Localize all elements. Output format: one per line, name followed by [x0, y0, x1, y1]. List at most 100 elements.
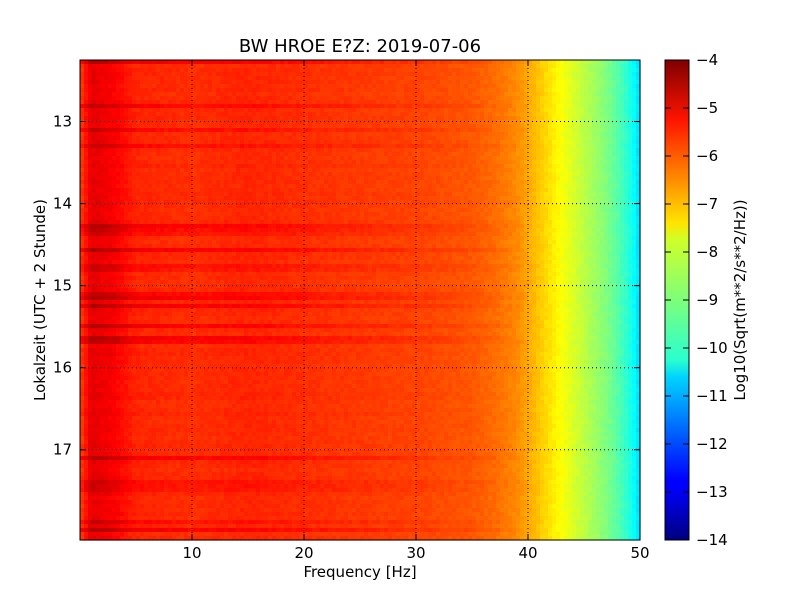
heatmap-cell [532, 156, 537, 161]
heatmap-cell [620, 96, 625, 101]
heatmap-cell [360, 140, 365, 145]
heatmap-cell [476, 156, 481, 161]
heatmap-cell [184, 92, 189, 97]
heatmap-cell [520, 80, 525, 85]
heatmap-cell [544, 68, 549, 73]
heatmap-cell [216, 128, 221, 133]
heatmap-cell [80, 132, 85, 137]
heatmap-cell [304, 64, 309, 69]
heatmap-cell [636, 80, 641, 85]
heatmap-row [80, 80, 641, 85]
heatmap-cell [188, 140, 193, 145]
heatmap-cell [148, 120, 153, 125]
heatmap-cell [348, 136, 353, 141]
heatmap-cell [480, 172, 485, 177]
heatmap-cell [532, 72, 537, 77]
heatmap-cell [384, 148, 389, 153]
heatmap-cell [348, 132, 353, 137]
heatmap-cell [212, 108, 217, 113]
heatmap-cell [548, 160, 553, 165]
heatmap-cell [592, 60, 597, 65]
heatmap-cell [328, 100, 333, 105]
heatmap-cell [316, 136, 321, 141]
heatmap-cell [256, 184, 261, 189]
heatmap-cell [596, 116, 601, 121]
heatmap-cell [364, 172, 369, 177]
heatmap-cell [476, 160, 481, 165]
heatmap-cell [496, 132, 501, 137]
heatmap-cell [276, 172, 281, 177]
heatmap-cell [180, 188, 185, 193]
heatmap-cell [144, 112, 149, 117]
heatmap-cell [448, 120, 453, 125]
heatmap-cell [292, 92, 297, 97]
heatmap-cell [496, 144, 501, 149]
heatmap-cell [580, 168, 585, 173]
heatmap-cell [380, 140, 385, 145]
heatmap-cell [224, 184, 229, 189]
heatmap-cell [636, 128, 641, 133]
heatmap-cell [360, 64, 365, 69]
heatmap-cell [384, 64, 389, 69]
heatmap-cell [548, 132, 553, 137]
heatmap-cell [208, 164, 213, 169]
heatmap-cell [556, 172, 561, 177]
heatmap-cell [456, 172, 461, 177]
heatmap-cell [556, 60, 561, 65]
heatmap-cell [96, 108, 101, 113]
heatmap-cell [172, 108, 177, 113]
heatmap-cell [180, 60, 185, 65]
heatmap-cell [88, 124, 93, 129]
heatmap-cell [540, 124, 545, 129]
heatmap-cell [624, 128, 629, 133]
heatmap-cell [476, 172, 481, 177]
heatmap-cell [508, 68, 513, 73]
heatmap-cell [580, 80, 585, 85]
heatmap-cell [488, 192, 493, 197]
heatmap-cell [100, 104, 105, 109]
heatmap-cell [464, 104, 469, 109]
heatmap-cell [204, 120, 209, 125]
heatmap-cell [340, 80, 345, 85]
heatmap-cell [268, 148, 273, 153]
heatmap-cell [120, 120, 125, 125]
heatmap-cell [380, 96, 385, 101]
heatmap-cell [252, 112, 257, 117]
heatmap-cell [632, 132, 637, 137]
heatmap-cell [576, 188, 581, 193]
heatmap-cell [492, 144, 497, 149]
heatmap-cell [608, 176, 613, 181]
heatmap-cell [528, 64, 533, 69]
heatmap-cell [628, 152, 633, 157]
heatmap-cell [168, 84, 173, 89]
heatmap-cell [468, 144, 473, 149]
heatmap-cell [224, 132, 229, 137]
heatmap-cell [116, 168, 121, 173]
heatmap-cell [376, 144, 381, 149]
heatmap-cell [108, 120, 113, 125]
heatmap-cell [308, 144, 313, 149]
heatmap-cell [336, 84, 341, 89]
heatmap-cell [256, 164, 261, 169]
heatmap-cell [180, 164, 185, 169]
heatmap-cell [356, 64, 361, 69]
heatmap-cell [276, 196, 281, 201]
heatmap-cell [80, 164, 85, 169]
heatmap-cell [408, 108, 413, 113]
heatmap-cell [112, 160, 117, 165]
heatmap-cell [416, 176, 421, 181]
heatmap-cell [508, 140, 513, 145]
heatmap-cell [176, 180, 181, 185]
heatmap-cell [572, 196, 577, 201]
heatmap-cell [464, 148, 469, 153]
heatmap-cell [280, 192, 285, 197]
heatmap-cell [124, 160, 129, 165]
heatmap-cell [428, 80, 433, 85]
heatmap-row [80, 176, 641, 181]
heatmap-cell [628, 144, 633, 149]
heatmap-cell [264, 164, 269, 169]
heatmap-cell [304, 80, 309, 85]
heatmap-cell [264, 124, 269, 129]
heatmap-row [80, 116, 641, 121]
heatmap-cell [376, 192, 381, 197]
